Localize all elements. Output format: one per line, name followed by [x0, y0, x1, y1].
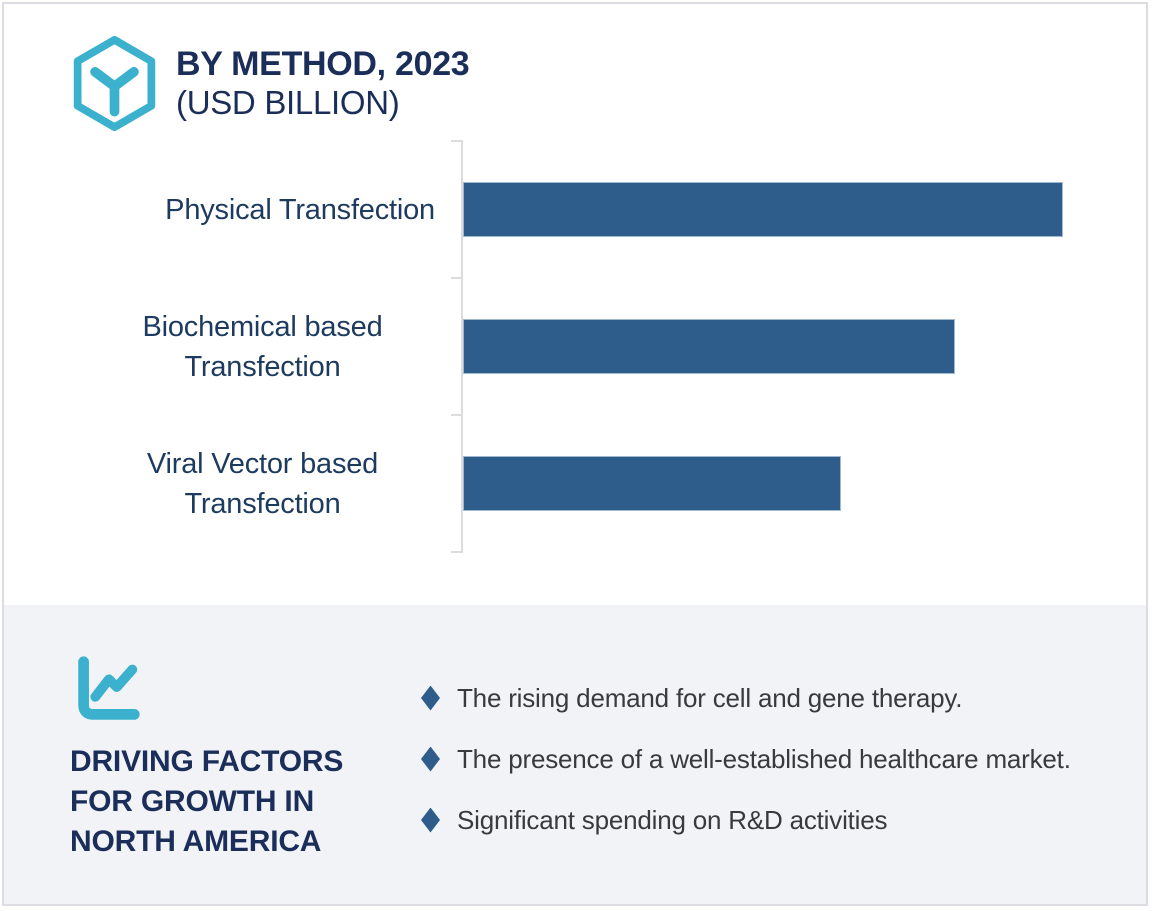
driving-factors-section: DRIVING FACTORS FOR GROWTH IN NORTH AMER…: [4, 605, 1146, 904]
chart-title: BY METHOD, 2023: [176, 45, 470, 83]
category-label-text: Biochemical based Transfection: [142, 310, 383, 383]
line-chart-icon: [78, 656, 140, 720]
category-label: Biochemical based Transfection: [4, 278, 461, 415]
bullet-text: The presence of a well-established healt…: [457, 744, 1071, 774]
bar-area: [451, 277, 1146, 415]
bullet-text: Significant spending on R&D activities: [457, 805, 888, 835]
driving-factors-list: The rising demand for cell and gene ther…: [421, 681, 1071, 864]
bar-area: [451, 414, 1146, 553]
chart-row: Biochemical based Transfection: [4, 277, 1146, 415]
bar: [463, 182, 1063, 237]
driving-title-line: FOR GROWTH IN: [70, 785, 315, 818]
bullet-row: The rising demand for cell and gene ther…: [421, 681, 1071, 715]
bar: [463, 319, 955, 374]
chart-card: BY METHOD, 2023 (USD BILLION) Physical T…: [2, 2, 1148, 906]
hexagon-cube-icon: [73, 35, 156, 132]
bar-area: [451, 140, 1146, 278]
diamond-bullet-icon: [421, 746, 440, 772]
bar: [463, 456, 841, 511]
category-label-text: Viral Vector based Transfection: [146, 447, 379, 520]
diamond-bullet-icon: [421, 807, 440, 833]
bullet-row: The presence of a well-established healt…: [421, 742, 1071, 776]
category-label: Physical Transfection: [4, 141, 461, 278]
chart-row: Physical Transfection: [4, 140, 1146, 278]
driving-factors-title: DRIVING FACTORS FOR GROWTH IN NORTH AMER…: [70, 742, 343, 862]
chart-title-block: BY METHOD, 2023 (USD BILLION): [176, 44, 470, 122]
chart-subtitle: (USD BILLION): [176, 84, 400, 121]
diamond-bullet-icon: [421, 685, 440, 711]
chart-row: Viral Vector based Transfection: [4, 414, 1146, 553]
driving-title-line: DRIVING FACTORS: [70, 745, 344, 778]
bullet-text: The rising demand for cell and gene ther…: [457, 683, 963, 713]
bullet-row: Significant spending on R&D activities: [421, 803, 1071, 837]
chart-rows: Physical Transfection Biochemical based T…: [4, 140, 1146, 553]
driving-title-line: NORTH AMERICA: [70, 825, 322, 858]
category-label-text: Physical Transfection: [165, 193, 435, 226]
category-label: Viral Vector based Transfection: [4, 415, 461, 552]
